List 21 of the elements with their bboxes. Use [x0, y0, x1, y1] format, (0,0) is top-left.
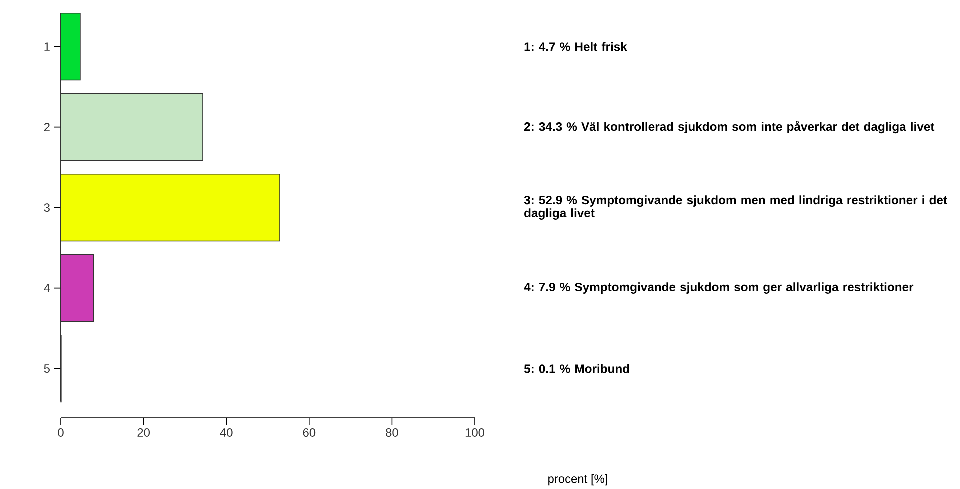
bar — [60, 94, 204, 162]
x-tick-label: 20 — [138, 428, 150, 437]
text: 4: 7.9 % Symptomgivande sjukdom som ger allvarliga restriktioner — [524, 282, 914, 294]
y-tick-label: 3 — [44, 204, 50, 212]
y-tick-label: 1 — [44, 42, 50, 51]
bar — [60, 174, 280, 242]
x-tick-label: 60 — [303, 428, 316, 437]
x-tick-label: 0 — [58, 428, 64, 437]
x-tick-label: 80 — [386, 428, 398, 437]
text: 2: 34.3 % Väl kontrollerad sjukdom som inte påverkar det dagliga livet — [524, 121, 935, 134]
text: 1: 4.7 % Helt frisk — [524, 42, 628, 52]
y-tick-label: 5 — [44, 364, 50, 373]
text: 5: 0.1 % Moribund — [524, 364, 630, 374]
x-tick-label: 100 — [466, 428, 485, 437]
bar — [60, 13, 81, 81]
y-tick-label: 2 — [44, 123, 50, 132]
y-tick-label: 4 — [44, 284, 50, 292]
text: procent [%] — [548, 474, 608, 486]
x-tick-label: 40 — [220, 428, 233, 437]
bar — [60, 254, 94, 322]
text: 3: 52.9 % Symptomgivande sjukdom men med lindriga restriktioner i det dagliga livet — [524, 196, 948, 220]
